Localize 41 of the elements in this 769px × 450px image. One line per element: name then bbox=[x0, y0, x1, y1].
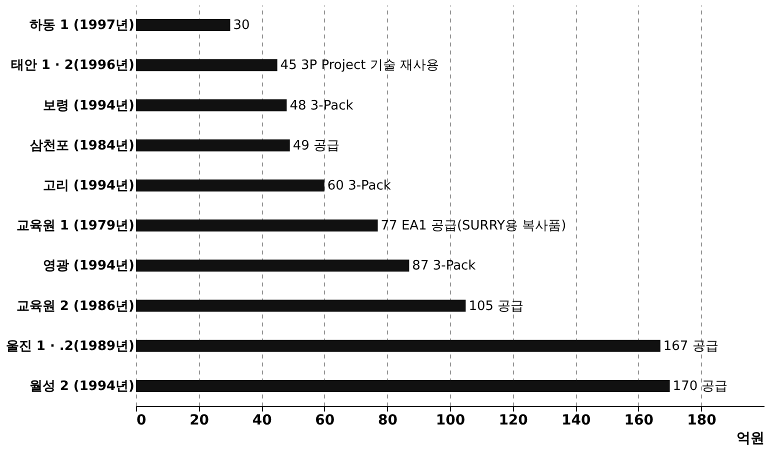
x-tick-label: 100 bbox=[436, 412, 466, 428]
y-tick-label: 삼천포 (1984년) bbox=[30, 138, 134, 154]
y-tick-label: 교육원 1 (1979년) bbox=[16, 218, 134, 234]
y-tick-label: 고리 (1994년) bbox=[42, 178, 134, 194]
data-label: 87 3-Pack bbox=[412, 258, 476, 274]
bar bbox=[136, 340, 660, 352]
x-tick-label: 180 bbox=[687, 412, 717, 428]
data-label: 60 3-Pack bbox=[327, 178, 392, 194]
y-tick-label: 월성 2 (1994년) bbox=[29, 378, 134, 394]
x-tick-label: 60 bbox=[315, 412, 335, 428]
data-label: 105 공급 bbox=[468, 298, 524, 314]
x-tick-label: 40 bbox=[252, 412, 272, 428]
x-tick-label: 160 bbox=[624, 412, 654, 428]
bar bbox=[136, 220, 378, 232]
data-label: 170 공급 bbox=[672, 378, 728, 394]
bar bbox=[136, 99, 287, 112]
bar bbox=[136, 300, 466, 312]
y-tick-label: 울진 1 · .2(1989년) bbox=[6, 338, 134, 354]
y-tick-label: 보령 (1994년) bbox=[42, 98, 134, 114]
bar bbox=[136, 19, 230, 32]
x-tick-label: 120 bbox=[498, 412, 528, 428]
bar bbox=[136, 139, 290, 152]
x-tick-label: 20 bbox=[190, 412, 210, 428]
y-tick-label: 영광 (1994년) bbox=[42, 258, 134, 274]
x-axis-title: 억원 bbox=[736, 430, 764, 446]
data-label: 77 EA1 공급(SURRY용 복사품) bbox=[380, 218, 566, 234]
bar bbox=[136, 179, 324, 192]
bar bbox=[136, 260, 410, 272]
data-label: 45 3P Project 기술 재사용 bbox=[280, 58, 439, 74]
x-tick-label: 140 bbox=[561, 412, 591, 428]
data-label: 48 3-Pack bbox=[290, 98, 354, 114]
y-tick-label: 교육원 2 (1986년) bbox=[16, 298, 134, 314]
data-label: 167 공급 bbox=[663, 338, 718, 354]
data-label: 49 공급 bbox=[292, 138, 340, 154]
data-label: 30 bbox=[233, 18, 250, 34]
x-tick-label: 80 bbox=[378, 412, 398, 428]
x-tick-label: 0 bbox=[136, 412, 146, 428]
y-tick-label: 하동 1 (1997년) bbox=[29, 18, 134, 34]
bar bbox=[136, 59, 278, 72]
bar bbox=[136, 380, 670, 392]
y-tick-label: 태안 1 · 2(1996년) bbox=[10, 58, 134, 74]
